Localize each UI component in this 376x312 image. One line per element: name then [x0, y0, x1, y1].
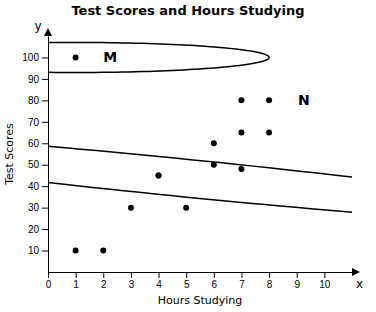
- point: [238, 130, 244, 136]
- x-tick-mark: [131, 272, 132, 278]
- x-tick-label: 4: [156, 279, 162, 290]
- y-tick-mark: [42, 165, 48, 166]
- y-tick: 30: [28, 202, 48, 213]
- point: [100, 248, 106, 254]
- x-tick: 7: [239, 272, 245, 290]
- y-axis: 10 20 30 40 50 60 70 80 90 100: [22, 37, 48, 273]
- y-tick-mark: [42, 143, 48, 144]
- y-axis-arrow: [44, 28, 52, 36]
- y-tick-label: 10: [28, 245, 40, 256]
- x-tick-mark: [76, 272, 77, 278]
- y-tick-label: 40: [28, 181, 40, 192]
- y-tick: 90: [28, 74, 48, 85]
- points: [73, 54, 272, 253]
- y-tick: 20: [28, 224, 48, 235]
- point: [238, 166, 244, 172]
- x-tick-mark: [324, 272, 325, 278]
- x-tick-label: 8: [267, 279, 273, 290]
- point: [156, 172, 162, 178]
- chart: 0 1 2 3 4 5 6 7 8 9 10 10 20 30 40 50 60 70 80 90 100 M Nx y Tes…: [0, 0, 376, 312]
- x-tick-mark: [241, 272, 242, 278]
- y-tick-label: 20: [28, 224, 40, 235]
- x-tick-label: 7: [239, 279, 245, 290]
- y-tick: 40: [28, 181, 48, 192]
- annotation: M: [103, 49, 117, 65]
- x-tick: 2: [101, 272, 107, 290]
- x-tick: 0: [46, 272, 52, 290]
- x-tick-label: 0: [46, 279, 52, 290]
- x-tick: 1: [73, 272, 79, 290]
- y-axis-title: Test Scores: [3, 123, 16, 186]
- x-tick: 5: [184, 272, 190, 290]
- title: Test Scores and Hours Studying: [71, 3, 304, 18]
- y-tick: 60: [28, 138, 48, 149]
- x-tick: 8: [267, 272, 273, 290]
- x-axis-line: [49, 272, 353, 273]
- x-tick: 9: [294, 272, 300, 290]
- y-arrow-label: y: [34, 19, 41, 33]
- y-tick-mark: [42, 79, 48, 80]
- x-tick-mark: [269, 272, 270, 278]
- x-tick-mark: [103, 272, 104, 278]
- annotation: N: [298, 92, 310, 108]
- outlier-circle: [48, 42, 269, 72]
- y-tick-label: 50: [28, 159, 40, 170]
- x-tick: 4: [156, 272, 162, 290]
- y-tick-label: 80: [28, 95, 40, 106]
- y-tick-mark: [42, 100, 48, 101]
- point: [266, 97, 272, 103]
- y-tick-mark: [42, 251, 48, 252]
- x-axis-arrow: [352, 268, 360, 276]
- y-tick-mark: [42, 57, 48, 58]
- point: [128, 205, 134, 211]
- y-tick-label: 90: [28, 74, 40, 85]
- x-tick: 10: [319, 272, 331, 290]
- point: [183, 205, 189, 211]
- y-tick: 10: [28, 245, 48, 256]
- y-tick-label: 100: [22, 52, 39, 63]
- y-tick-label: 30: [28, 202, 40, 213]
- x-axis: 0 1 2 3 4 5 6 7 8 9 10: [46, 272, 353, 290]
- x-tick-mark: [159, 272, 160, 278]
- x-tick-label: 1: [73, 279, 79, 290]
- x-arrow-label: x: [356, 277, 363, 291]
- point: [156, 172, 162, 178]
- y-tick-mark: [42, 229, 48, 230]
- x-tick-mark: [297, 272, 298, 278]
- x-tick-mark: [48, 272, 49, 278]
- y-tick-label: 70: [28, 117, 40, 128]
- x-tick-label: 9: [294, 279, 300, 290]
- point: [266, 130, 272, 136]
- x-tick-mark: [214, 272, 215, 278]
- cluster-ellipse: [48, 129, 352, 227]
- y-tick-mark: [42, 186, 48, 187]
- y-tick-mark: [42, 208, 48, 209]
- y-tick: 70: [28, 117, 48, 128]
- point: [211, 162, 217, 168]
- point: [73, 248, 79, 254]
- shapes: [48, 42, 352, 226]
- x-tick-label: 2: [101, 279, 107, 290]
- x-tick-mark: [186, 272, 187, 278]
- x-tick-label: 5: [184, 279, 190, 290]
- x-tick: 3: [129, 272, 135, 290]
- y-tick: 80: [28, 95, 48, 106]
- y-tick-label: 60: [28, 138, 40, 149]
- x-tick: 6: [212, 272, 218, 290]
- point: [73, 54, 79, 60]
- point: [211, 140, 217, 146]
- point: [238, 97, 244, 103]
- x-tick-label: 6: [212, 279, 218, 290]
- y-tick: 100: [22, 52, 48, 63]
- y-tick-mark: [42, 122, 48, 123]
- y-tick: 50: [28, 159, 48, 170]
- x-tick-label: 10: [319, 279, 331, 290]
- x-axis-title: Hours Studying: [158, 294, 243, 307]
- x-tick-label: 3: [129, 279, 135, 290]
